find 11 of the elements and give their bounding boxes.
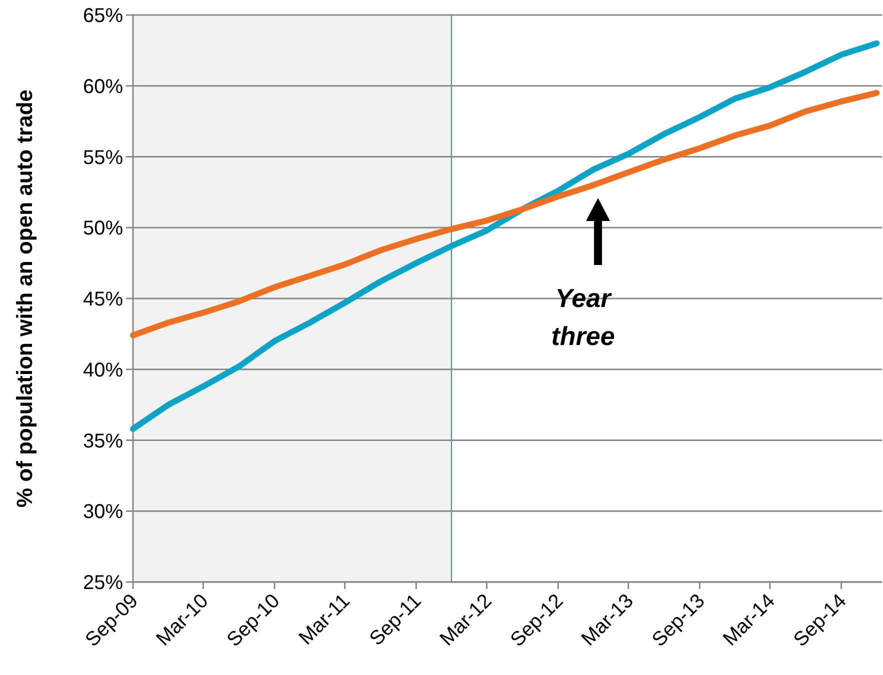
- y-tick-label: 60%: [82, 76, 124, 98]
- y-tick-label: 35%: [82, 430, 124, 452]
- y-axis-title: % of population with an open auto trade: [12, 90, 37, 508]
- y-tick-label: 45%: [82, 288, 124, 310]
- y-tick-label: 55%: [82, 146, 124, 169]
- y-tick-label: 50%: [82, 218, 124, 240]
- annotation: Year three: [551, 283, 615, 351]
- y-tick-label: 40%: [82, 359, 124, 382]
- y-tick-label: 30%: [82, 501, 124, 524]
- y-tick-label: 25%: [82, 572, 124, 594]
- y-tick-label: 65%: [82, 5, 124, 27]
